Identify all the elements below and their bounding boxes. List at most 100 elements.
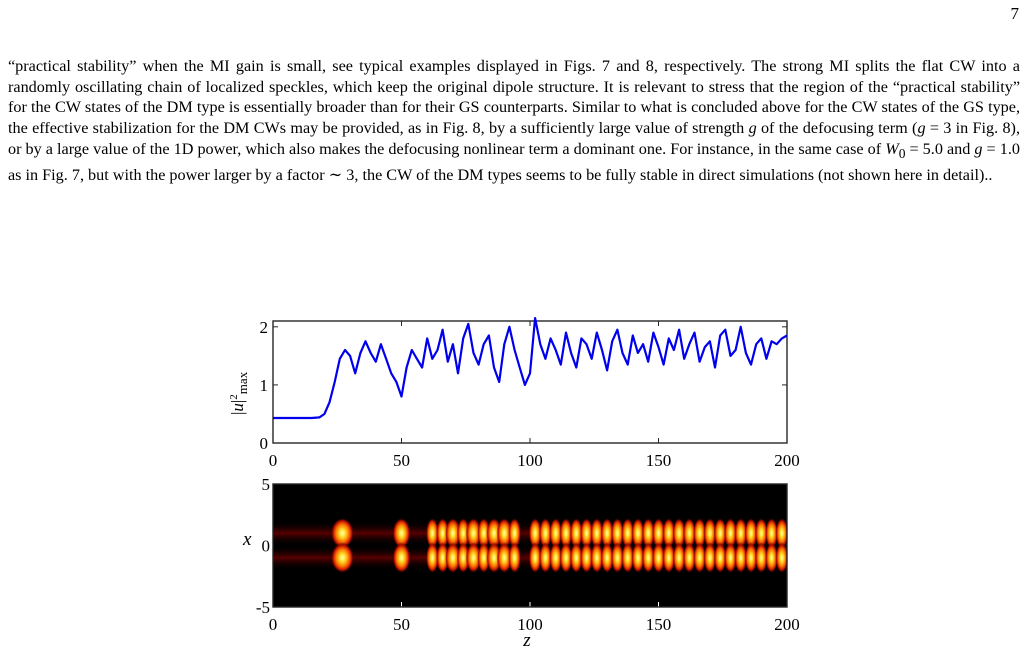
heatmap-speckle [508,517,522,549]
var-g: g [917,119,926,138]
heatmap-speckle [600,517,614,549]
heatmap-x-axis-label: z [522,630,531,651]
heatmap-speckle [652,542,665,574]
heatmap-speckle [569,517,583,549]
line-y-tick-label: 1 [260,376,269,395]
line-chart-x-tick-labels: 0 50 100 150 200 [269,451,800,470]
heatmap-speckle [672,542,686,574]
heatmap-speckle [765,517,779,549]
heatmap-y-tick-label: 5 [262,475,271,494]
heatmap-speckle [465,517,482,549]
heatmap-speckle [744,517,758,549]
heatmap-speckle [538,517,552,549]
heatmap-speckle [590,542,604,574]
line-chart-panel: 0 50 100 150 200 0 1 2 |u|2max [228,317,800,470]
heatmap-x-tick-label: 0 [269,615,278,634]
heatmap-speckle [436,542,450,574]
heatmap-speckle [713,542,727,574]
heatmap-speckle [734,517,748,549]
heatmap-frame [272,483,788,608]
heatmap-speckle [425,517,439,549]
heatmap-lobe-band [273,520,787,546]
heatmap-speckle [775,517,787,549]
heatmap-speckle [744,542,758,574]
var-g: g [974,139,983,158]
heatmap-speckle [600,542,614,574]
line-x-tick-label: 50 [393,451,410,470]
heatmap-speckle [528,542,542,574]
heatmap-speckle [580,517,593,549]
heatmap-speckle [775,542,787,574]
heatmap-x-tick-labels: 0 50 100 150 200 [269,615,800,634]
heatmap-speckle [693,517,707,549]
heatmap-speckle [456,517,470,549]
body-paragraph: “practical stability” when the MI gain i… [8,56,1020,185]
heatmap-marks [273,517,787,607]
heatmap-speckle [496,517,513,549]
heatmap-speckle [392,517,411,549]
heatmap-background [273,484,787,607]
line-series [273,317,788,420]
heatmap-speckle [765,542,779,574]
heatmap-speckle [754,542,768,574]
heatmap-speckle [703,517,717,549]
heatmap-speckle [672,517,686,549]
heatmap-speckle [425,542,439,574]
heatmap-speckle [330,517,354,549]
heatmap-speckle [392,542,411,574]
heatmap-speckle [549,542,563,574]
heatmap-panel: 0 50 100 150 200 50-5 x z [242,475,800,651]
heatmap-y-tick-labels: 5 0 -5 [256,475,270,617]
line-chart-y-axis-label: |u|2max [228,371,250,415]
heatmap-speckle [682,542,696,574]
line-y-tick-label: 2 [260,318,269,337]
paragraph-text-part-4: = 5.0 and [905,139,975,158]
heatmap-speckle [538,542,552,574]
heatmap-speckle [631,542,645,574]
line-x-tick-label: 100 [517,451,543,470]
line-x-tick-label: 150 [646,451,672,470]
heatmap-speckle [713,517,727,549]
line-x-tick-label: 200 [774,451,800,470]
heatmap-y-tick-label: -5 [256,598,270,617]
heatmap-speckle [652,517,665,549]
heatmap-speckle [508,542,522,574]
heatmap-speckle [496,542,513,574]
heatmap-speckle [569,542,583,574]
heatmap-speckle [486,542,502,574]
heatmap-y-axis-label: x [242,529,252,550]
page-number: 7 [1010,4,1020,23]
heatmap-speckle [621,542,635,574]
heatmap-speckle [641,542,655,574]
heatmap-speckle [724,517,737,549]
heatmap-speckle [693,542,707,574]
heatmap-speckle [330,542,354,574]
heatmap-speckle [724,542,737,574]
heatmap-speckle [559,542,573,574]
heatmap-speckle [445,542,461,574]
heatmap-speckle [662,517,676,549]
heatmap-speckle [641,517,655,549]
heatmap-speckle [477,517,491,549]
heatmap-speckle [590,517,604,549]
heatmap-x-tick-label: 100 [517,615,543,634]
paragraph-text-part-3: = 3 in Fig. 8), or by a large value of t… [8,119,1020,158]
heatmap-x-tick-label: 150 [646,615,672,634]
heatmap-speckle [703,542,717,574]
line-chart-ticks [272,321,788,444]
heatmap-speckle [486,517,502,549]
line-y-tick-label: 0 [260,434,269,453]
paragraph-text-part-1: “practical stability” when the MI gain i… [8,57,1020,138]
heatmap-speckle [754,517,768,549]
var-g: g [748,119,757,138]
heatmap-x-tick-label: 50 [393,615,410,634]
heatmap-speckle [682,517,696,549]
heatmap-speckle [477,542,491,574]
heatmap-x-tick-label: 200 [774,615,800,634]
var-w: W [885,139,899,158]
heatmap-speckle [465,542,482,574]
line-chart-frame [272,320,788,444]
var-w-subscript: 0 [898,146,906,162]
line-chart-y-tick-labels: 0 1 2 [260,318,269,453]
heatmap-speckle [610,542,624,574]
